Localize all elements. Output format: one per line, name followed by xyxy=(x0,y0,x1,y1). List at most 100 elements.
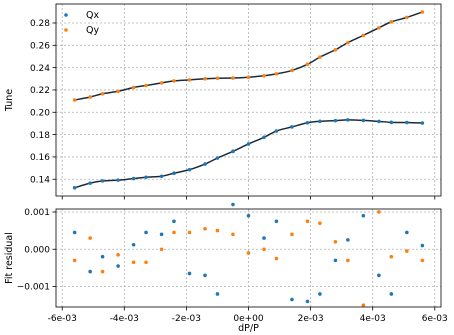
point-qx xyxy=(215,156,220,160)
point-qx xyxy=(159,174,164,179)
point-qy xyxy=(203,76,207,81)
y-axis-label: Fit residual xyxy=(4,232,15,284)
point-qx xyxy=(318,119,322,124)
point-qx xyxy=(389,120,394,125)
point-qx xyxy=(131,176,136,181)
point-qy xyxy=(346,258,350,263)
point-qx xyxy=(377,273,381,278)
point-qy xyxy=(346,40,350,45)
point-qy xyxy=(389,20,394,24)
x-tick-label: 4e-03 xyxy=(360,314,386,324)
point-qx xyxy=(274,219,279,224)
point-qy xyxy=(215,228,220,233)
point-qx xyxy=(389,292,394,296)
point-qx xyxy=(246,213,251,218)
point-qy xyxy=(88,236,92,240)
point-qx xyxy=(116,264,120,268)
point-qx xyxy=(262,236,266,240)
axes-frame xyxy=(55,3,442,197)
point-qx xyxy=(231,202,235,207)
point-qy xyxy=(377,210,381,214)
y-axis-label: Tune xyxy=(4,89,15,112)
x-tick-label: 0e+00 xyxy=(233,314,264,324)
point-qx xyxy=(333,118,338,123)
point-qx xyxy=(144,175,148,180)
point-qy xyxy=(231,76,235,80)
x-tick-label: 6e-03 xyxy=(422,314,448,324)
point-qx xyxy=(405,230,409,235)
point-qx xyxy=(361,213,366,218)
point-qx xyxy=(144,230,148,235)
point-qy xyxy=(405,249,409,253)
y-tick-label: 0.24 xyxy=(30,64,50,74)
point-qy xyxy=(246,75,251,80)
axes-frame xyxy=(55,208,442,308)
point-qy xyxy=(274,72,279,76)
legend-marker-qx xyxy=(64,13,68,17)
point-qx xyxy=(246,142,251,146)
point-qy xyxy=(420,10,425,14)
point-qx xyxy=(187,271,192,276)
x-axis-label: dP/P xyxy=(238,323,259,334)
point-qy xyxy=(318,55,322,59)
point-qx xyxy=(290,297,294,302)
point-qx xyxy=(346,118,350,122)
point-qx xyxy=(131,242,136,247)
point-qx xyxy=(203,273,207,278)
y-tick-label: 0.16 xyxy=(30,153,50,163)
point-qy xyxy=(305,219,310,224)
point-qy xyxy=(159,81,164,85)
y-tick-label: 0.001 xyxy=(24,208,50,218)
point-qx xyxy=(420,243,425,248)
point-qy xyxy=(144,83,148,88)
point-qy xyxy=(159,247,164,252)
point-qy xyxy=(389,254,394,259)
point-qy xyxy=(290,68,294,73)
y-tick-label: 0.28 xyxy=(30,19,50,29)
y-tick-label: 0.26 xyxy=(30,42,50,52)
point-qy xyxy=(100,91,105,96)
point-qy xyxy=(100,269,105,274)
point-qx xyxy=(88,181,92,185)
point-qx xyxy=(333,258,338,263)
point-qx xyxy=(262,135,266,140)
point-qx xyxy=(116,178,120,182)
point-qy xyxy=(203,226,207,231)
point-qy xyxy=(246,251,251,255)
point-qy xyxy=(290,232,294,237)
legend-label-qx: Qx xyxy=(86,10,99,21)
point-qy xyxy=(420,258,425,263)
point-qy xyxy=(72,258,77,263)
point-qx xyxy=(274,129,279,133)
point-qy xyxy=(405,15,409,20)
point-qy xyxy=(172,230,176,235)
point-qy xyxy=(215,76,220,81)
point-qx xyxy=(305,120,310,125)
point-qx xyxy=(231,149,235,154)
legend-marker-qy xyxy=(64,28,68,32)
y-tick-label: 0.14 xyxy=(30,175,50,185)
point-qy xyxy=(377,25,381,30)
point-qx xyxy=(290,125,294,129)
point-qy xyxy=(333,239,338,244)
point-qx xyxy=(215,292,220,296)
x-tick-label: 2e-03 xyxy=(298,314,324,324)
point-qy xyxy=(318,221,322,225)
point-qx xyxy=(203,162,207,166)
point-qx xyxy=(100,179,105,183)
point-qx xyxy=(318,292,322,296)
point-qy xyxy=(231,232,235,237)
point-qx xyxy=(346,238,350,242)
point-qy xyxy=(72,98,77,102)
x-tick-label: -4e-03 xyxy=(110,314,139,324)
point-qy xyxy=(131,85,136,90)
y-tick-label: −0.001 xyxy=(17,283,50,293)
point-qy xyxy=(274,256,279,261)
point-qy xyxy=(172,79,176,83)
point-qy xyxy=(361,303,366,307)
point-qx xyxy=(159,232,164,237)
point-qx xyxy=(88,269,92,274)
tune-panel: 0.14 0.16 0.18 0.20 0.22 0.24 0.26 0.28 Tune Qx Qy xyxy=(4,3,442,200)
point-qy xyxy=(116,89,120,94)
point-qx xyxy=(72,185,77,190)
